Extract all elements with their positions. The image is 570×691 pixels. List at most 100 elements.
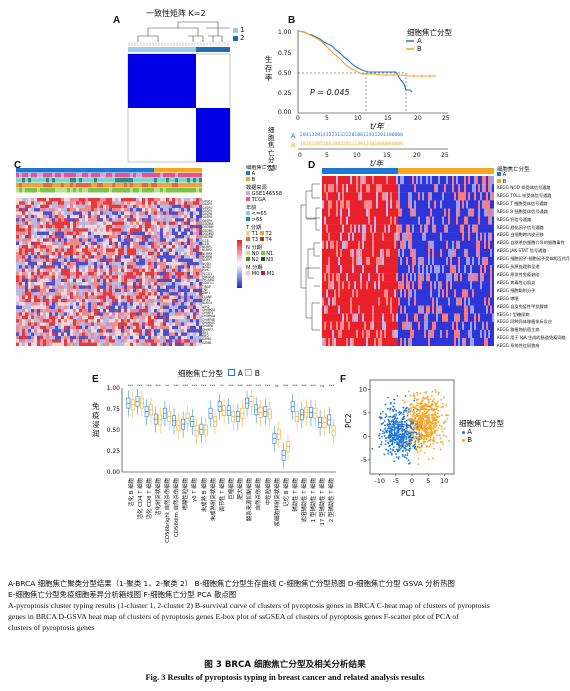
- panel-d-pathway-label: KEGG 用于 IgA 生成的肠道免疫网络: [497, 335, 566, 341]
- panel-e-category-label: 自然杀伤细胞: [256, 478, 263, 511]
- panel-f-x-tick: -10: [374, 477, 385, 485]
- panel-c-gene-label: CASP8: [202, 215, 213, 220]
- figure-title-en: Fig. 3 Results of pyroptosis typing in b…: [145, 673, 425, 682]
- panel-e-category-label: 未成熟树突状细胞: [210, 478, 217, 522]
- panel-c-gene-label: AIM2: [202, 304, 210, 309]
- panel-c-gene-label: IL1B: [202, 241, 209, 246]
- panel-c-gene-label: TNF: [202, 288, 208, 293]
- panel-e-significance: ***: [210, 384, 216, 388]
- panel-e-box-a: [181, 411, 186, 438]
- panel-c-gene-label: GSDMB: [202, 225, 214, 230]
- panel-c-gene-label: GPX4: [202, 297, 211, 302]
- panel-f-x-tick: -5: [393, 477, 399, 485]
- panel-a-cluster-bar-2: [196, 47, 230, 52]
- panel-c-gene-label: GZMB: [202, 340, 212, 345]
- panel-e-category-label: 活化 CD4 T 细胞: [137, 478, 144, 520]
- panel-e-box-b: [213, 409, 217, 436]
- panel-b-legend-title: 细胞焦亡分型: [407, 28, 452, 37]
- panel-c-gene-label: NLRC4: [202, 301, 213, 306]
- panel-e-box-b: [167, 403, 172, 430]
- panel-e-legend: 细胞焦亡分型 A B: [178, 368, 260, 379]
- panel-f-xlabel: PC1: [401, 489, 416, 498]
- svg-text:25: 25: [441, 152, 449, 159]
- panel-c-gene-label: PRKACA: [202, 274, 215, 279]
- panel-e-significance: ***: [265, 384, 271, 388]
- panel-b-pvalue: P = 0.045: [310, 88, 350, 97]
- panel-e-category-label: 中性粒细胞: [265, 478, 272, 505]
- panel-e-box-a: [217, 393, 222, 420]
- panel-c-gene-label: NLRP2: [202, 248, 213, 253]
- panel-d-legend-a: A: [502, 172, 507, 178]
- panel-f-points-a: [371, 394, 428, 465]
- panel-e-box-b: [130, 392, 135, 419]
- svg-text:0.50: 0.50: [278, 70, 292, 77]
- panel-e-category-labels: 活化 B 细胞 活化 CD4 T 细胞 活化 CD8 T 细胞 活化树突状细胞 CD56…: [100, 478, 340, 572]
- panel-c-gene-label: CHMP3: [202, 311, 213, 316]
- panel-e-box-b: [258, 399, 263, 426]
- panel-c-legend: 细胞焦亡分型 A B 数据来源 GSE146558 TCGA 年龄 <=65 >…: [246, 165, 306, 350]
- panel-e-y-tick: 0.25: [107, 448, 121, 455]
- panel-e-significance: ns: [275, 384, 279, 388]
- caption-cn-line-1: A-BRCA 细胞焦亡聚类分型结果（1-聚类 1，2-聚类 2） B-细胞焦亡分…: [8, 579, 455, 588]
- panel-e-box-a: [272, 425, 277, 452]
- panel-e-category-label: 活化 CD8 T 细胞: [146, 478, 153, 520]
- panel-e-box-b: [158, 407, 163, 434]
- panel-e-box-a: [318, 409, 323, 436]
- panel-e-box-a: [144, 398, 149, 425]
- panel-e-y-tick: 0.50: [107, 427, 121, 434]
- panel-b-risk-axis: 0 5 10 15 20 25: [298, 148, 449, 159]
- panel-c-legend-tcga: TCGA: [251, 197, 266, 203]
- panel-d-heatmap: [322, 168, 494, 346]
- panel-e-significance: ***: [283, 384, 289, 388]
- panel-e-significance: ***: [228, 384, 234, 388]
- panel-b-risk-label-b: B: [291, 141, 296, 149]
- panel-e-significance: ***: [301, 384, 307, 388]
- panel-e-box-b: [249, 388, 254, 415]
- svg-text:5: 5: [325, 115, 329, 122]
- panel-e-box-a: [199, 416, 204, 443]
- panel-b-legend-a: A: [417, 37, 422, 45]
- panel-e-significance: ***: [192, 384, 198, 388]
- panel-b-risk-row-a: 204132814322313222010812431201100000: [300, 133, 404, 138]
- panel-e-significance: ***: [201, 384, 207, 388]
- panel-e-box-b: [304, 399, 309, 426]
- panel-e-significance: ***: [310, 384, 316, 388]
- panel-c-gene-label: CHMP4B: [202, 317, 216, 322]
- panel-e-box-a: [190, 409, 195, 436]
- panel-e-box-b: [295, 403, 300, 430]
- panel-a-block-1: [128, 54, 196, 108]
- panel-e-significance: ***: [137, 384, 143, 388]
- panel-d-pathway-label: KEGG NOD 样受体信号通路: [497, 185, 551, 190]
- panel-e-category-label: CD56dim 自然杀伤细胞: [174, 478, 181, 538]
- panel-e-box-b: [286, 434, 290, 461]
- panel-b-risk-label-a: A: [291, 132, 296, 140]
- panel-f-legend-b: B: [467, 436, 473, 444]
- caption-en-line-3: clusters of pyroptosis genes: [8, 623, 95, 632]
- panel-e-box-b: [240, 400, 245, 427]
- panel-c-gene-label: CASP5: [202, 208, 213, 213]
- figure-caption: A-BRCA 细胞焦亡聚类分型结果（1-聚类 1，2-聚类 2） B-细胞焦亡分…: [8, 578, 564, 633]
- panel-e-box-a: [162, 400, 167, 427]
- panel-d-pathway-label: KEGG 钙信号通路: [497, 216, 532, 222]
- panel-c-gene-label: ZBP1: [202, 291, 211, 296]
- panel-f-legend: A B: [462, 428, 472, 444]
- panel-c-legend-a: A: [251, 171, 256, 177]
- panel-e-significance: ***: [237, 384, 243, 388]
- panel-f-x-tick: 5: [426, 477, 430, 485]
- panel-e-box-a: [153, 406, 158, 433]
- panel-f-points-b: [401, 388, 451, 466]
- panel-e-category-label: 辅助性 T 细胞: [292, 478, 299, 512]
- svg-text:15: 15: [384, 115, 392, 122]
- panel-e-significance: **: [165, 384, 169, 388]
- panel-e-category-label: 滤泡辅助性 T 细胞: [302, 478, 309, 523]
- panel-e-category-label: 肥大细胞: [238, 478, 245, 500]
- panel-e-y-tick: 0.75: [107, 406, 121, 413]
- panel-c-gene-label: CASP1: [202, 200, 213, 203]
- panel-e-significance: ***: [155, 384, 161, 388]
- svg-text:20: 20: [414, 115, 422, 122]
- panel-c-gene-list: CASP1 CASP3 CASP4 CASP5 CASP6 CASP8 CASP9 GSDMA…: [202, 200, 242, 346]
- panel-d-pathway-list: KEGG NOD 样受体信号通路 KEGG TOLL 样受体信号通路 KEGG T …: [497, 184, 569, 350]
- panel-e-legend-a: A: [237, 369, 243, 378]
- panel-c-gene-label: NLRP6: [202, 255, 213, 260]
